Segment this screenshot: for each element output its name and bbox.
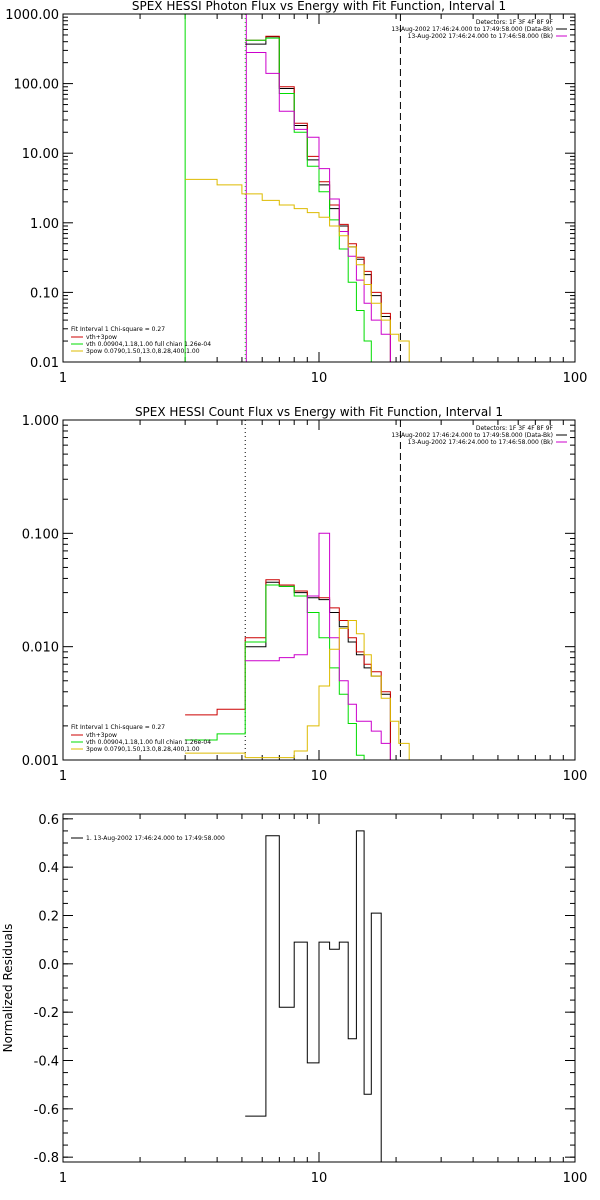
fit-legend-text: vth+3pow xyxy=(86,732,117,739)
y-tick-label: 0.4 xyxy=(38,861,59,876)
x-tick-label: 10 xyxy=(311,1171,328,1186)
series-line-5 xyxy=(185,620,421,760)
y-tick-label: 1000.00 xyxy=(5,8,59,23)
series-line-5 xyxy=(185,178,421,362)
y-tick-label: 0.001 xyxy=(22,754,59,769)
chart-panel-1: SPEX HESSI Photon Flux vs Energy with Fi… xyxy=(5,0,587,386)
y-tick-label: 0.10 xyxy=(30,286,59,301)
plot-area xyxy=(185,420,421,760)
series-line-4 xyxy=(245,532,399,760)
series-line-3 xyxy=(185,584,372,760)
plot-area xyxy=(184,14,421,362)
x-tick-label: 10 xyxy=(311,769,328,784)
info-legend-text: Detectors: 1F 3F 4F 8F 9F xyxy=(476,425,554,432)
y-tick-label: 0.010 xyxy=(22,641,59,656)
chart-title: SPEX HESSI Count Flux vs Energy with Fit… xyxy=(135,405,503,419)
series-line-1 xyxy=(245,581,399,760)
y-tick-label: -0.8 xyxy=(34,1151,59,1166)
fit-legend-text: vth 0.00904,1.18,1.00 full chian 1.26e-0… xyxy=(86,341,211,348)
y-tick-label: -0.2 xyxy=(34,1006,59,1021)
x-tick-label: 100 xyxy=(563,371,588,386)
series-line-2 xyxy=(245,35,399,362)
plot-frame xyxy=(62,813,576,1163)
y-tick-label: 1.00 xyxy=(30,217,59,232)
y-tick-label: 100.00 xyxy=(14,78,60,93)
fit-legend-text: 3pow 0.0790,1.50,13.0,8.28,400,1.00 xyxy=(86,348,200,355)
info-legend-text: 13-Aug-2002 17:46:24.000 to 17:46:58.000… xyxy=(408,439,553,446)
x-tick-label: 1 xyxy=(59,1171,67,1186)
x-tick-label: 1 xyxy=(59,769,67,784)
y-tick-label: -0.6 xyxy=(34,1103,59,1118)
y-tick-label: 0.0 xyxy=(38,958,59,973)
plot-frame xyxy=(62,13,576,363)
chart-title: SPEX HESSI Photon Flux vs Energy with Fi… xyxy=(132,0,506,13)
series-line-2 xyxy=(185,579,399,760)
y-tick-label: 0.100 xyxy=(22,527,59,542)
y-tick-label: 10.00 xyxy=(22,147,59,162)
plot-frame xyxy=(62,419,576,761)
fit-legend-text: vth+3pow xyxy=(86,334,117,341)
fit-legend-text: 3pow 0.0790,1.50,13.0,8.28,400,1.00 xyxy=(86,746,200,753)
x-tick-label: 10 xyxy=(311,371,328,386)
y-tick-label: 1.000 xyxy=(22,414,59,429)
info-legend-text: 13-Aug-2002 17:46:24.000 to 17:46:58.000… xyxy=(408,33,553,40)
fit-legend-header: Fit Interval 1 Chi-square = 0.27 xyxy=(71,326,165,333)
x-tick-label: 100 xyxy=(563,769,588,784)
fit-legend-text: 1. 13-Aug-2002 17:46:24.000 to 17:49:58.… xyxy=(86,835,225,842)
y-axis-label: Normalized Residuals xyxy=(1,924,15,1053)
y-tick-label: 0.2 xyxy=(38,910,59,925)
fit-legend-text: vth 0.00904,1.18,1.00 full chian 1.26e-0… xyxy=(86,739,211,746)
series-line-1 xyxy=(245,36,399,362)
fit-legend-header: Fit Interval 1 Chi-square = 0.27 xyxy=(71,724,165,731)
info-legend-text: Detectors: 1F 3F 4F 8F 9F xyxy=(476,19,554,26)
y-tick-label: 0.01 xyxy=(30,356,59,371)
info-legend-text: 13-Aug-2002 17:46:24.000 to 17:49:58.000… xyxy=(391,432,553,439)
y-tick-label: -0.4 xyxy=(34,1055,59,1070)
info-legend-text: 13-Aug-2002 17:46:24.000 to 17:49:58.000… xyxy=(391,26,553,33)
plot-area xyxy=(245,830,391,1162)
x-tick-label: 1 xyxy=(59,371,67,386)
series-line-1 xyxy=(245,830,391,1162)
chart-panel-2: SPEX HESSI Count Flux vs Energy with Fit… xyxy=(22,405,588,784)
y-tick-label: 0.6 xyxy=(38,813,59,828)
x-tick-label: 100 xyxy=(563,1171,588,1186)
chart-panel-3: Normalized Residuals 1 10 100 -0.8 -0.6 -0.4 -0… xyxy=(1,813,587,1186)
series-line-4 xyxy=(246,52,399,362)
